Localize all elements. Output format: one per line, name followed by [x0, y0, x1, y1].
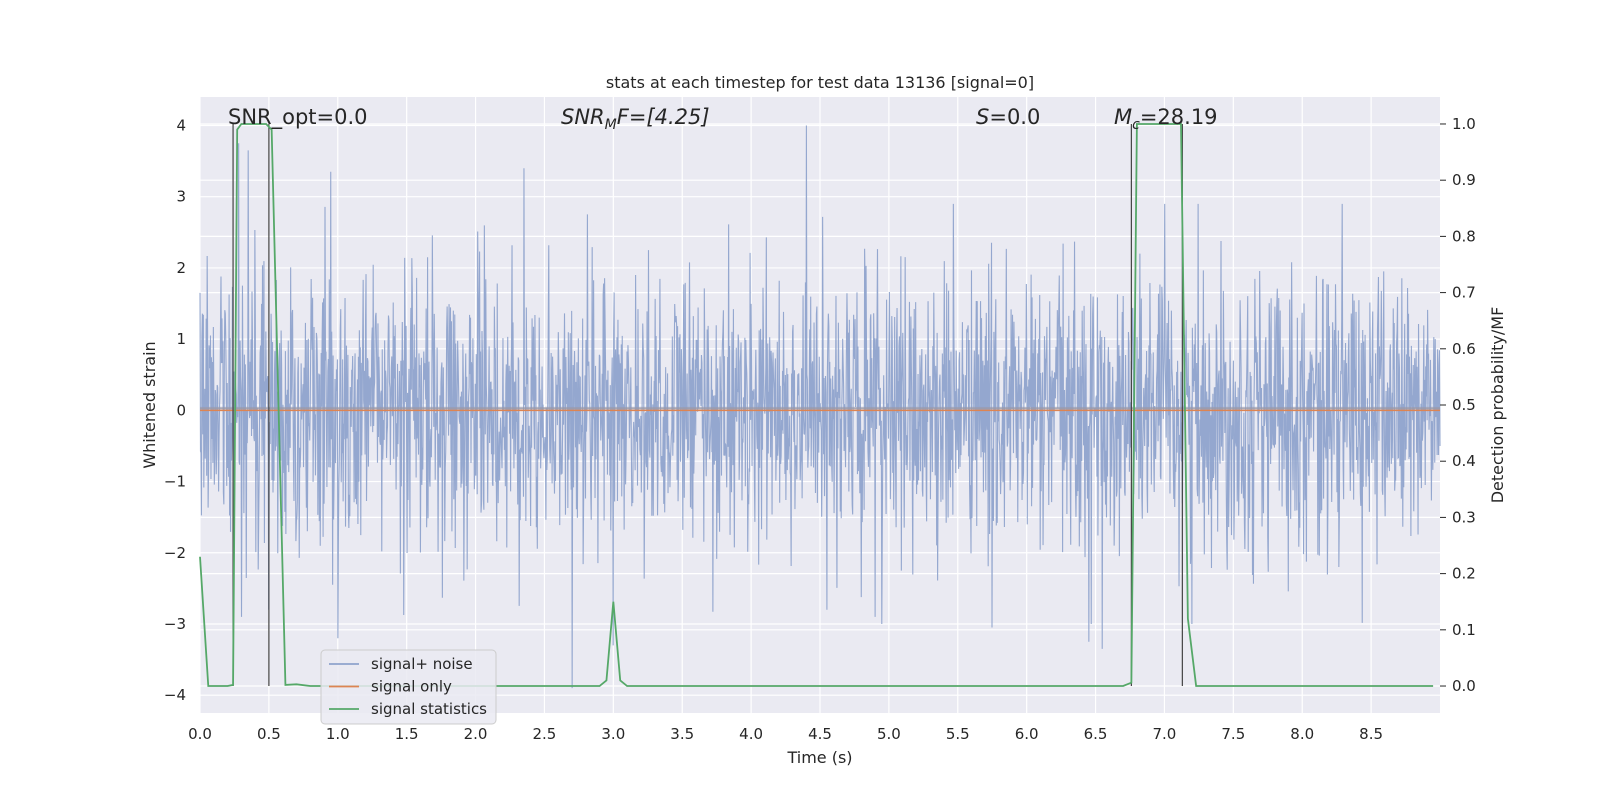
x-tick-label: 7.5 [1221, 725, 1245, 743]
series-signal-plus-noise [199, 125, 1441, 689]
y2-tick-label: 0.7 [1452, 284, 1476, 302]
y2-tick-label: 0.4 [1452, 452, 1476, 470]
axis-ticks: 0.0 0.5 1.0 1.5 2.0 2.5 3.0 3.5 4.0 4.5 5.0 5.5 6.0 6… [164, 115, 1476, 743]
x-tick-label: 4.0 [739, 725, 763, 743]
y2-tick-label: 0.8 [1452, 227, 1476, 245]
y-tick-label: −4 [164, 686, 186, 704]
y2-tick-label: 0.0 [1452, 677, 1476, 695]
line-signal-plus-noise [199, 125, 1441, 689]
x-tick-label: 4.5 [808, 725, 832, 743]
x-tick-label: 5.0 [877, 725, 901, 743]
y-tick-label: −1 [164, 473, 186, 491]
annotation-mc: Mc=28.19 [1114, 105, 1218, 133]
x-tick-label: 3.0 [601, 725, 625, 743]
legend-box [320, 649, 497, 725]
line-signal-statistics [199, 123, 1434, 687]
x-tick-label: 3.5 [670, 725, 694, 743]
legend-label: signal+ noise [371, 655, 473, 673]
x-tick-label: 6.5 [1084, 725, 1108, 743]
y2-tick-label: 1.0 [1452, 115, 1476, 133]
legend-label: signal statistics [371, 700, 487, 718]
x-tick-label: 8.0 [1290, 725, 1314, 743]
x-axis-label: Time (s) [786, 748, 852, 767]
annotation-mc-sub: c [1132, 117, 1140, 133]
y2-tick-label: 0.9 [1452, 171, 1476, 189]
annotation-snr-mf-rest: F=[4.25] [617, 105, 710, 129]
x-tick-label: 7.0 [1153, 725, 1177, 743]
annotation-snr-opt: SNR_opt=0.0 [228, 105, 368, 130]
chart-title: stats at each timestep for test data 131… [606, 73, 1034, 92]
x-tick-label: 5.5 [946, 725, 970, 743]
y-tick-label: −3 [164, 615, 186, 633]
x-tick-label: 8.5 [1359, 725, 1383, 743]
y2-tick-label: 0.5 [1452, 396, 1476, 414]
x-tick-label: 1.5 [395, 725, 419, 743]
x-tick-label: 1.0 [326, 725, 350, 743]
annotation-snr-mf-sub: M [605, 117, 617, 133]
x-tick-label: 0.0 [188, 725, 212, 743]
y-tick-label: 0 [176, 401, 186, 419]
x-tick-label: 0.5 [257, 725, 281, 743]
x-tick-label: 2.0 [464, 725, 488, 743]
y-tick-label: 2 [176, 259, 186, 277]
annotation-s-main: S [976, 105, 989, 129]
y2-tick-label: 0.6 [1452, 340, 1476, 358]
y-tick-label: −2 [164, 544, 186, 562]
y-tick-label: 1 [176, 330, 186, 348]
legend: signal+ noise signal only signal statistic… [320, 649, 497, 725]
series-signal-statistics [199, 123, 1434, 687]
annotation-snr-mf-main: SNR [561, 105, 605, 129]
annotation-mc-main: M [1114, 105, 1132, 129]
annotation-s: S=0.0 [976, 105, 1040, 129]
series-signal-only [200, 407, 1440, 412]
annotation-s-rest: =0.0 [989, 105, 1040, 129]
y2-axis-label: Detection probability/MF [1488, 307, 1507, 504]
y2-tick-label: 0.1 [1452, 621, 1476, 639]
y-tick-label: 4 [176, 116, 186, 134]
x-tick-label: 2.5 [533, 725, 557, 743]
annotation-mc-rest: =28.19 [1140, 105, 1218, 129]
y-tick-label: 3 [176, 188, 186, 206]
y2-tick-label: 0.2 [1452, 565, 1476, 583]
legend-label: signal only [371, 678, 452, 696]
x-tick-label: 6.0 [1015, 725, 1039, 743]
annotation-snr-mf: SNRMF=[4.25] [561, 105, 710, 133]
y-axis-label: Whitened strain [140, 341, 159, 468]
y2-tick-label: 0.3 [1452, 508, 1476, 526]
